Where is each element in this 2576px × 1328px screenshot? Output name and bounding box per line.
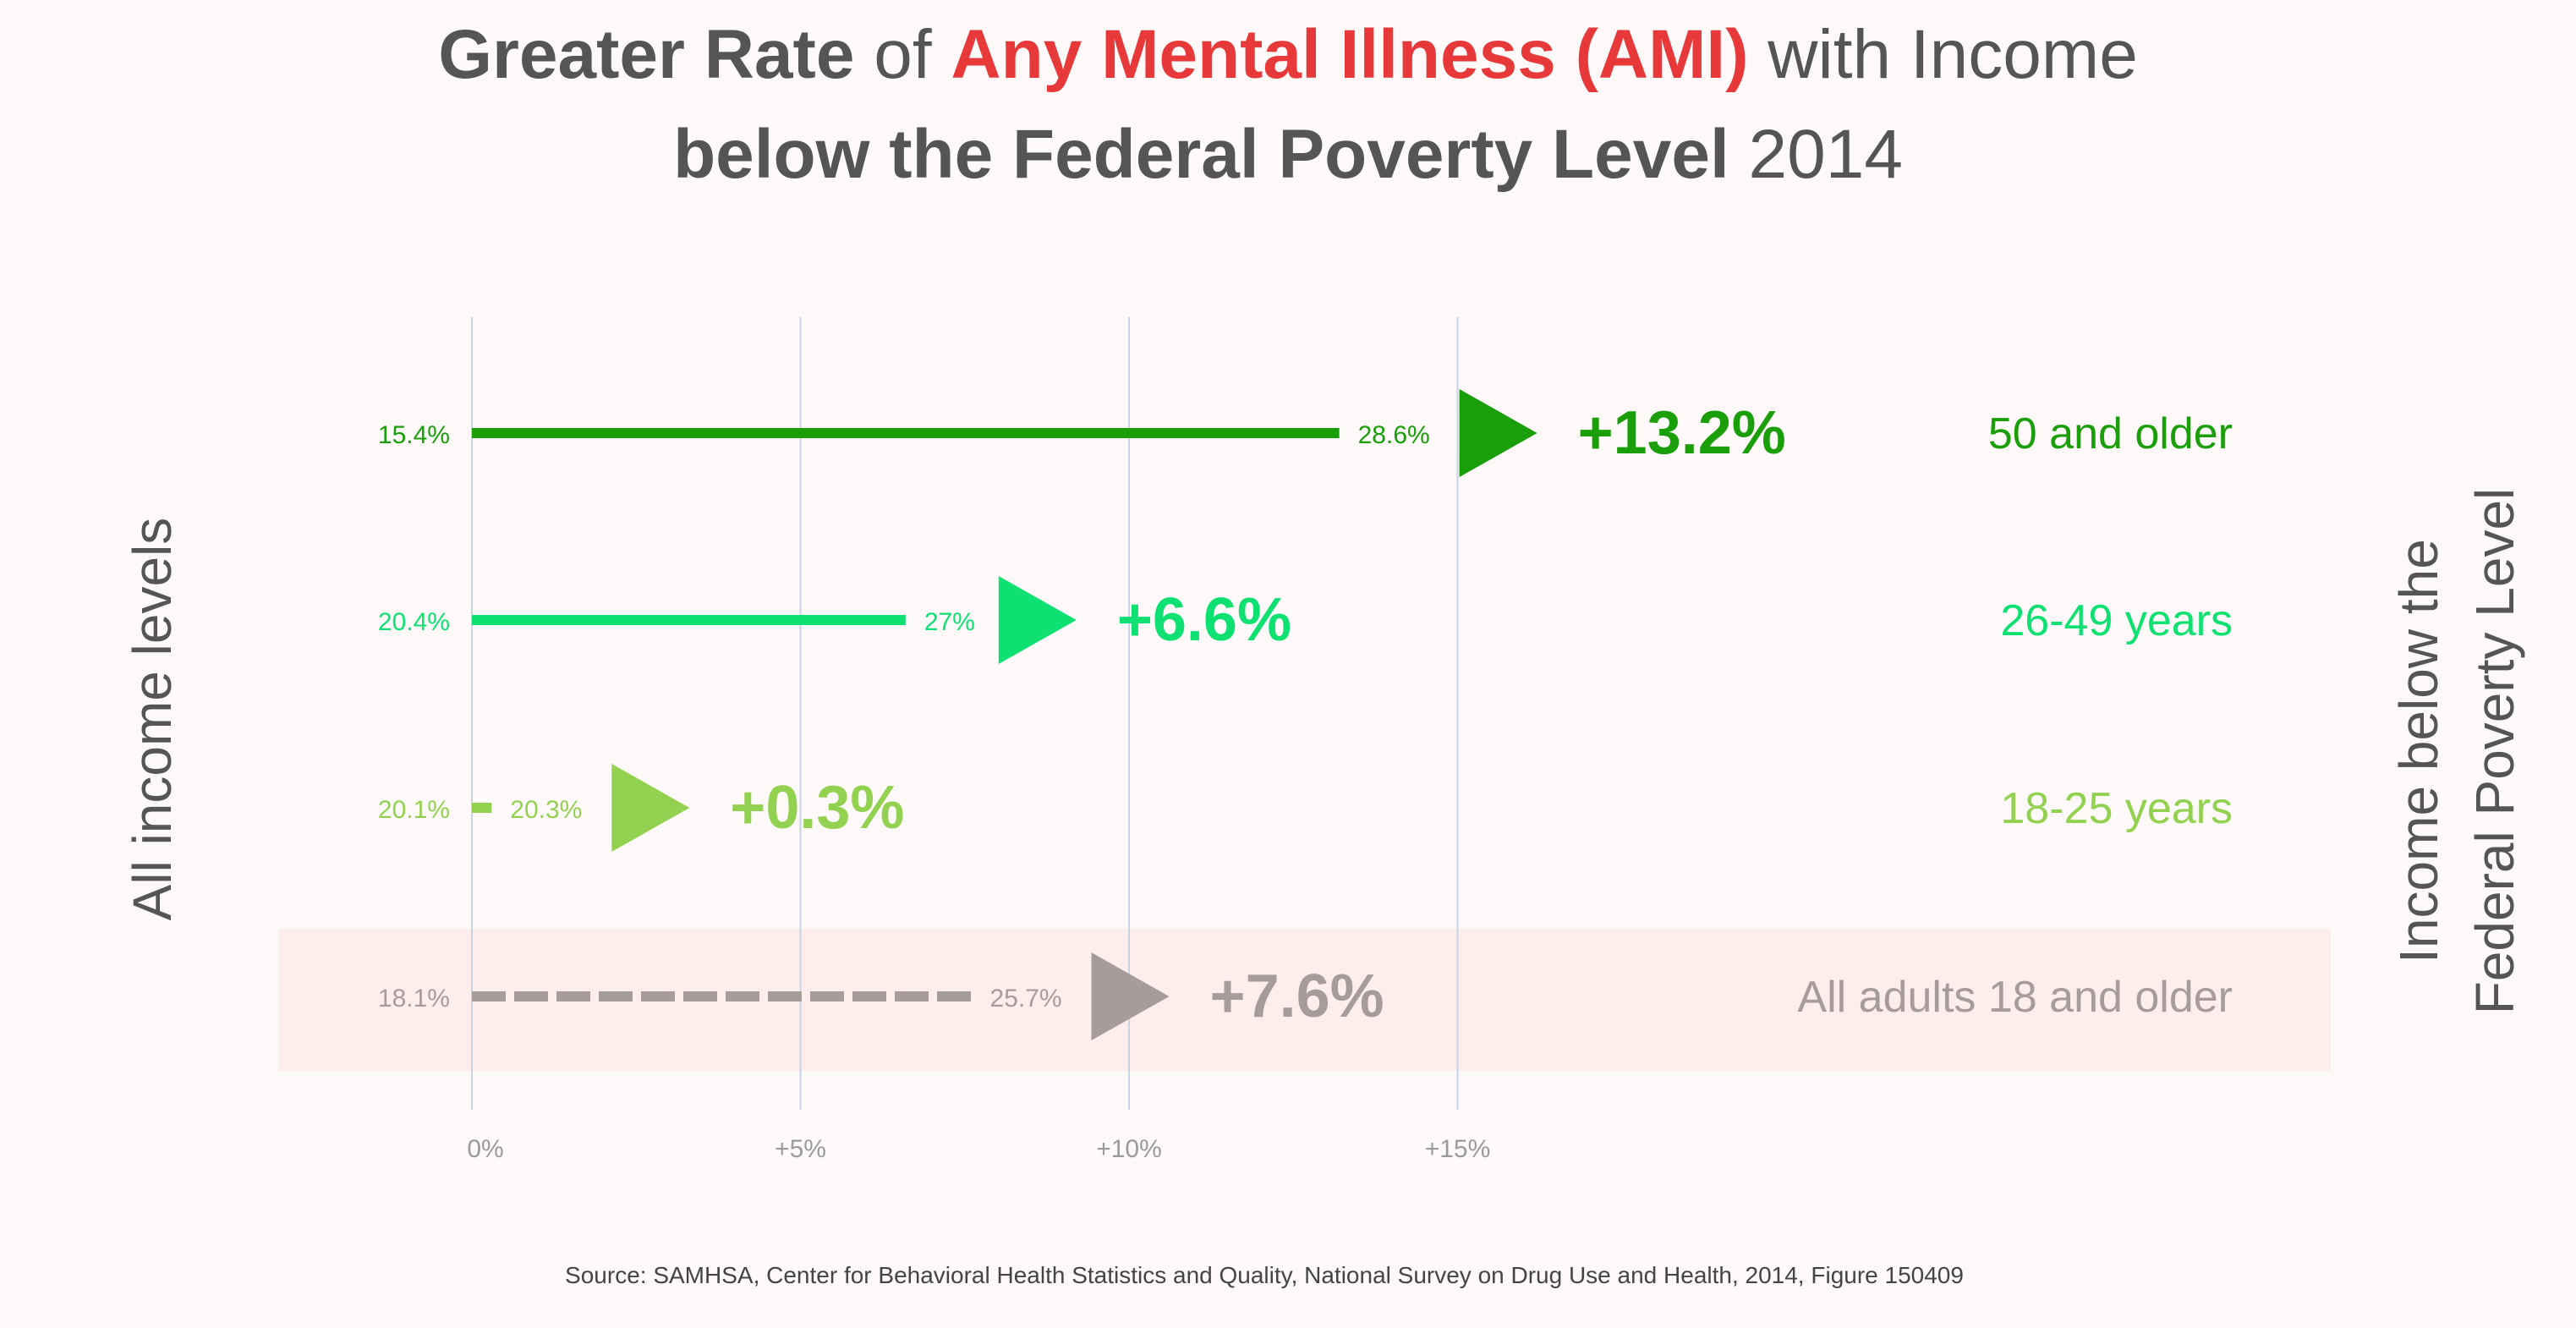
group-label: 26-49 years: [2000, 596, 2233, 645]
difference-label: +7.6%: [1210, 963, 1384, 1030]
chart-title-line-1: Greater Rate of Any Mental Illness (AMI)…: [438, 16, 2138, 93]
all-income-value-label: 15.4%: [378, 421, 450, 449]
group-label: 50 and older: [1988, 409, 2233, 458]
row-2: 20.1% 20.3% +0.3% 18-25 years: [378, 764, 2233, 852]
below-fpl-value-label: 25.7%: [990, 985, 1062, 1012]
difference-arrow-marker: [998, 576, 1077, 664]
difference-label: +13.2%: [1578, 399, 1786, 467]
x-tick-label: +15%: [1425, 1135, 1491, 1163]
group-label: All adults 18 and older: [1797, 973, 2233, 1022]
x-tick-label: +10%: [1096, 1135, 1162, 1163]
all-income-value-label: 20.1%: [378, 796, 450, 824]
x-tick-label: 0%: [467, 1135, 503, 1163]
all-income-value-label: 18.1%: [378, 985, 450, 1012]
left-axis-label: All income levels: [122, 518, 183, 921]
title-line1-part-3: with Income: [1749, 16, 2138, 93]
difference-arrow-marker: [1091, 952, 1170, 1040]
difference-arrow-marker: [1459, 389, 1537, 477]
right-axis-label-line-2: Federal Poverty Level: [2464, 488, 2525, 1015]
below-fpl-value-label: 20.3%: [510, 796, 582, 824]
title-line2-part-0: below the Federal Poverty Level: [673, 116, 1729, 193]
below-fpl-value-label: 27%: [924, 608, 975, 636]
x-tick-label: +5%: [775, 1135, 826, 1163]
title-line2-part-1: 2014: [1729, 116, 1903, 193]
group-label: 18-25 years: [2000, 784, 2233, 833]
row-1: 20.4% 27% +6.6% 26-49 years: [378, 576, 2233, 664]
title-line1-part-0: Greater Rate: [438, 16, 854, 93]
source-note: Source: SAMHSA, Center for Behavioral He…: [565, 1262, 1964, 1288]
title-line1-part-1: of: [854, 16, 951, 93]
right-axis-label-line-1: Income below the: [2388, 539, 2449, 963]
chart-title-line-2: below the Federal Poverty Level 2014: [673, 116, 1903, 193]
title-line1-part-2: Any Mental Illness (AMI): [951, 16, 1748, 93]
difference-label: +0.3%: [730, 774, 904, 842]
below-fpl-value-label: 28.6%: [1358, 421, 1430, 449]
difference-label: +6.6%: [1117, 586, 1291, 654]
difference-arrow-marker: [611, 764, 690, 852]
all-income-value-label: 20.4%: [378, 608, 450, 636]
row-3: 18.1% 25.7% +7.6% All adults 18 and older: [378, 952, 2233, 1040]
row-0: 15.4% 28.6% +13.2% 50 and older: [378, 389, 2233, 477]
